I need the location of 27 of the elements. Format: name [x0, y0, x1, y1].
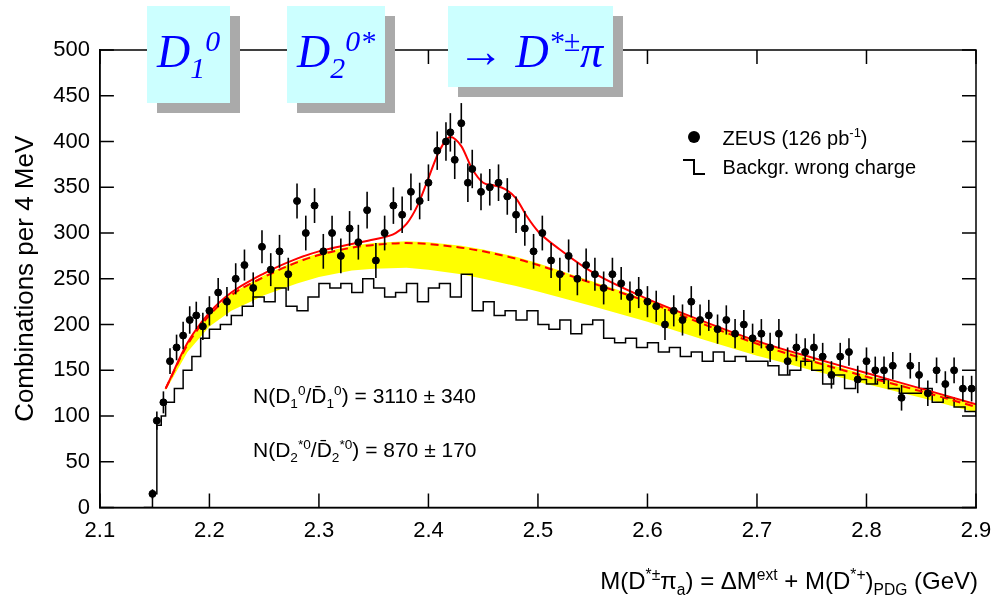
annotation: → D$^{*±}$π — [448, 6, 614, 88]
x-tick-label: 2.6 — [632, 516, 663, 542]
y-tick-label: 100 — [53, 402, 90, 428]
y-axis-title: Combinations per 4 MeV — [8, 135, 39, 422]
y-tick-label: 200 — [53, 310, 90, 336]
y-tick-label: 250 — [53, 264, 90, 290]
y-tick-label: 0 — [77, 493, 90, 519]
y-tick-label: 400 — [53, 127, 90, 153]
y-tick-label: 350 — [53, 173, 90, 199]
y-tick-label: 300 — [53, 219, 90, 245]
legend-label: ZEUS (126 pb$^{-1}$) — [722, 125, 868, 150]
x-tick-label: 2.5 — [522, 516, 554, 542]
x-tick-label: 2.8 — [851, 516, 882, 542]
x-tick-label: 2.3 — [303, 516, 335, 542]
x-tick-label: 2.2 — [194, 516, 225, 542]
annotation: N(D$_{1}$$^{0}$/D̄$_{1}$$^{0}$) = 3110 ± 340 — [253, 383, 477, 412]
x-tick-label: 2.4 — [413, 516, 444, 542]
y-tick-label: 500 — [53, 36, 90, 62]
annotation: N(D$_{2}$$^{*0}$/D̄$_{2}$$^{*0}$) = 870 ± 170 — [253, 437, 477, 466]
legend-label: Backgr. wrong charge — [722, 155, 916, 179]
y-tick-label: 150 — [53, 356, 90, 382]
y-tick-label: 50 — [65, 447, 90, 473]
x-tick-label: 2.7 — [741, 516, 773, 542]
x-tick-label: 2.9 — [960, 516, 992, 542]
x-tick-label: 2.1 — [84, 516, 116, 542]
text: M(D$^{*±}$π$_{a}$) = ΔM$^{ext}$ + M(D$^{*+}$)$_{PDG}$ (GeV) — [600, 566, 978, 598]
y-tick-label: 450 — [53, 81, 90, 107]
